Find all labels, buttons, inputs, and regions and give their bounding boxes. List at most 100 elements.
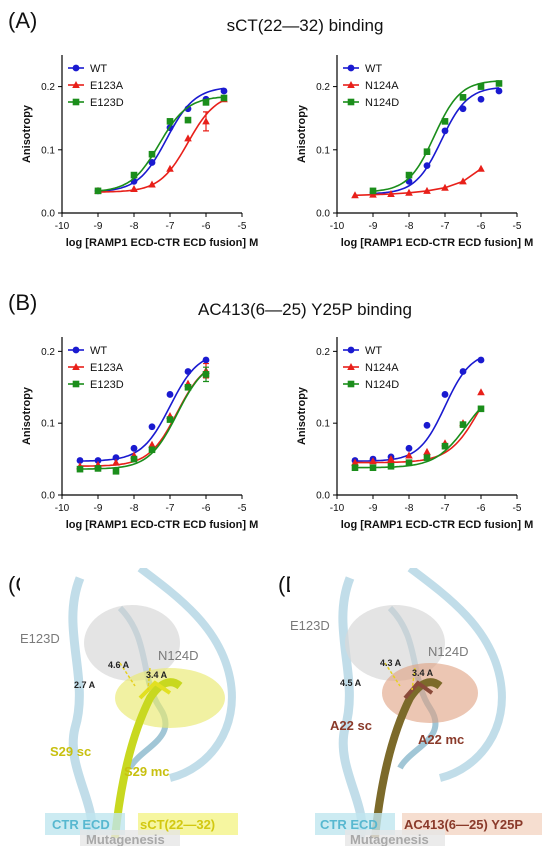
x-axis-label: log [RAMP1 ECD-CTR ECD fusion] M: [66, 237, 258, 249]
distance-label: 3.4 A: [146, 670, 168, 680]
data-point: [148, 159, 156, 166]
x-tick-label: -6: [202, 503, 211, 514]
data-point: [76, 457, 84, 464]
chart-b-right: -10 -9 -8 -7 -6 -5 0.0 0.1 0.2 log [RAMP1 ECD-CTR…: [296, 337, 533, 531]
y-tick-label: 0.0: [41, 209, 55, 220]
series-e123d: [76, 366, 210, 475]
legend-label: N124D: [365, 379, 399, 391]
data-point: [405, 188, 413, 196]
data-point: [76, 465, 84, 473]
data-point: [405, 459, 413, 466]
data-point: [477, 164, 485, 172]
legend-entry: N124D: [343, 97, 399, 109]
data-point: [94, 187, 102, 195]
y-axis-label: Anisotropy: [21, 386, 33, 445]
data-point: [423, 162, 431, 169]
series-line: [97, 87, 225, 193]
data-point: [148, 150, 156, 158]
structure-d: E123D N124D A22 sc A22 mc 4.3 A 3.4 A 4.…: [290, 568, 550, 846]
legend-entry: E123D: [68, 379, 124, 391]
x-tick-label: -5: [238, 503, 247, 514]
y-tick-label: 0.1: [316, 145, 330, 156]
residue-label: N124D: [428, 644, 468, 659]
chart-a-right: -10 -9 -8 -7 -6 -5 0.0 0.1 0.2 log [RAMP1 ECD-CTR…: [296, 55, 533, 249]
data-point: [369, 187, 377, 195]
series-line: [354, 168, 482, 197]
residue-label: A22 sc: [330, 718, 372, 733]
y-axis-label: Anisotropy: [296, 104, 308, 163]
legend-mutagenesis: Mutagenesis: [86, 832, 165, 846]
data-point: [459, 94, 467, 101]
y-tick-label: 0.0: [316, 491, 330, 502]
data-point: [423, 186, 431, 194]
data-point: [112, 454, 120, 462]
legend-receptor: CTR ECD: [320, 817, 378, 832]
y-tick-label: 0.1: [41, 145, 55, 156]
x-tick-label: -9: [369, 503, 378, 514]
legend-marker: [347, 380, 355, 388]
data-point: [477, 356, 485, 364]
data-point: [351, 464, 359, 472]
legend-marker: [72, 363, 80, 370]
y-tick-label: 0.2: [41, 82, 55, 93]
data-point: [166, 118, 174, 125]
legend-marker: [347, 98, 355, 106]
legend-marker: [72, 346, 80, 354]
x-tick-label: -5: [513, 221, 522, 232]
distance-label: 4.6 A: [108, 660, 130, 670]
x-tick-label: -10: [330, 503, 345, 514]
legend-marker: [72, 380, 80, 388]
data-point: [220, 94, 228, 102]
data-point: [369, 464, 377, 472]
x-tick-label: -7: [441, 221, 450, 232]
residue-label: N124D: [158, 648, 198, 663]
legend-label: E123A: [90, 80, 124, 92]
data-point: [202, 99, 210, 106]
x-tick-label: -9: [94, 221, 103, 232]
legend-entry: E123A: [68, 80, 124, 92]
data-point: [441, 442, 449, 450]
data-point: [423, 148, 431, 155]
x-tick-label: -6: [202, 221, 211, 232]
legend-marker: [347, 81, 355, 88]
chart-a-left: -10 -9 -8 -7 -6 -5 0.0 0.1 0.2 log [RAMP1 ECD-CTR…: [21, 55, 258, 249]
series-n124a: [351, 164, 485, 199]
structure-c: E123D N124D S29 sc S29 mc 4.6 A 3.4 A 2.…: [20, 568, 270, 846]
y-tick-label: 0.2: [316, 82, 330, 93]
residue-label: S29 mc: [124, 764, 170, 779]
series-line: [372, 87, 500, 195]
data-point: [423, 447, 431, 455]
x-tick-label: -5: [238, 221, 247, 232]
legend-entry: N124D: [343, 379, 399, 391]
legend-label: E123A: [90, 362, 124, 374]
data-point: [184, 368, 192, 375]
data-point: [112, 458, 120, 466]
x-tick-label: -8: [130, 221, 139, 232]
distance-label: 2.7 A: [74, 680, 96, 690]
legend-ligand: sCT(22—32): [140, 817, 215, 832]
legend-entry: E123D: [68, 97, 124, 109]
x-tick-label: -9: [369, 221, 378, 232]
legend-marker: [347, 346, 355, 354]
residue-label: E123D: [20, 631, 60, 646]
legend-entry: WT: [343, 63, 382, 75]
data-point: [477, 95, 485, 103]
data-point: [477, 388, 485, 396]
series-line: [355, 357, 482, 462]
data-point: [405, 444, 413, 452]
axes: [336, 337, 517, 496]
x-tick-label: -7: [166, 221, 175, 232]
data-point: [94, 465, 102, 472]
data-point: [369, 457, 377, 465]
legend-label: WT: [90, 63, 107, 75]
x-tick-label: -9: [94, 503, 103, 514]
data-point: [405, 171, 413, 179]
data-point: [423, 454, 431, 461]
x-tick-label: -8: [405, 221, 414, 232]
legend-label: N124A: [365, 80, 399, 92]
x-axis-label: log [RAMP1 ECD-CTR ECD fusion] M: [341, 237, 533, 249]
legend-entry: E123A: [68, 362, 124, 374]
series-line: [355, 406, 482, 464]
data-point: [148, 423, 156, 431]
data-point: [94, 457, 102, 464]
